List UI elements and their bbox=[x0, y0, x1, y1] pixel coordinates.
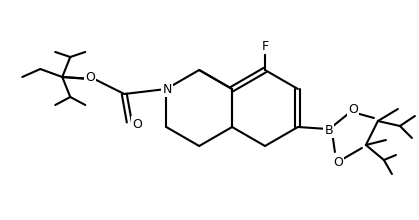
Text: O: O bbox=[85, 70, 95, 84]
Text: O: O bbox=[333, 156, 343, 169]
Text: B: B bbox=[325, 123, 333, 136]
Text: F: F bbox=[261, 40, 269, 53]
Text: O: O bbox=[348, 103, 358, 116]
Text: N: N bbox=[163, 82, 172, 95]
Text: O: O bbox=[132, 117, 142, 130]
